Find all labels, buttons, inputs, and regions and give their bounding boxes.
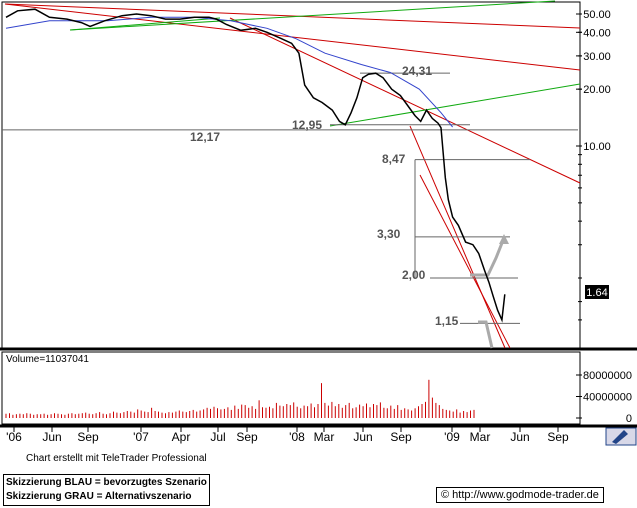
- pencil-icon: [612, 430, 628, 444]
- trendline: [419, 174, 511, 349]
- volume-label: Volume=11037041: [6, 354, 89, 365]
- legend-gray-scenario: Skizzierung GRAU = Alternativszenario: [6, 491, 192, 502]
- time-tick-label: Sep: [547, 430, 569, 444]
- level-label: 2,00: [402, 268, 426, 282]
- time-tick-label: Jun: [510, 430, 529, 444]
- trendline: [4, 3, 581, 29]
- time-tick-label: Mar: [470, 430, 491, 444]
- trendline: [69, 0, 556, 31]
- price-tick-label: 40.00: [583, 27, 611, 39]
- time-tick-label: '07: [133, 430, 149, 444]
- price-tick-label: 20.00: [583, 84, 611, 96]
- level-label: 12,17: [190, 130, 220, 144]
- level-label: 8,47: [382, 152, 406, 166]
- time-tick-label: Jul: [210, 430, 225, 444]
- level-label: 12,95: [292, 118, 322, 132]
- scenario-legend: Skizzierung BLAU = bevorzugtes Szenario …: [3, 474, 210, 506]
- price-tick-label: 30.00: [583, 51, 611, 63]
- legend-blue-scenario: Skizzierung BLAU = bevorzugtes Szenario: [6, 477, 207, 488]
- time-tick-label: '08: [289, 430, 305, 444]
- scenario-up-path: [470, 237, 506, 277]
- current-price-tag: 1.64: [585, 285, 609, 299]
- level-label: 24,31: [402, 64, 432, 78]
- time-tick-label: Jun: [42, 430, 61, 444]
- time-tick-label: Jun: [353, 430, 372, 444]
- scenario-arrow-icon: [499, 234, 509, 244]
- level-label: 1,15: [435, 314, 459, 328]
- price-line: [5, 8, 506, 323]
- trendline: [69, 17, 221, 31]
- volume-axis: 80000000 40000000 0: [576, 370, 632, 425]
- time-tick-label: '09: [444, 430, 460, 444]
- volume-bars: [5, 379, 475, 418]
- trendline: [229, 17, 581, 184]
- price-axis: 50.00 40.00 30.00 20.00 10.00: [576, 9, 611, 321]
- moving-average-line: [5, 16, 453, 128]
- volume-tick-label: 0: [626, 413, 632, 425]
- time-tick-label: '06: [6, 430, 22, 444]
- source-link[interactable]: © http://www.godmode-trader.de: [436, 487, 604, 503]
- navigator-button[interactable]: [605, 427, 637, 446]
- time-tick-label: Apr: [172, 430, 191, 444]
- trendline: [329, 83, 581, 127]
- time-tick-label: Sep: [236, 430, 258, 444]
- alternative-scenario-sketch: [470, 234, 509, 349]
- support-resistance-levels: 12,17 12,95 24,31 8,47 3,30 2,00 1,15: [2, 64, 578, 328]
- price-tick-label: 10.00: [583, 141, 611, 153]
- time-tick-label: Sep: [390, 430, 412, 444]
- chart-credit: Chart erstellt mit TeleTrader Profession…: [26, 453, 207, 464]
- price-tick-label: 50.00: [583, 9, 611, 21]
- current-price-box: [585, 285, 609, 299]
- time-tick-label: Mar: [314, 430, 335, 444]
- time-tick-label: Sep: [77, 430, 99, 444]
- volume-panel: [1, 351, 581, 425]
- volume-tick-label: 80000000: [583, 370, 632, 382]
- scenario-down-path: [478, 320, 494, 349]
- time-axis: '06 Jun Sep '07 Apr Jul Sep '08 Mar Jun Sep '09 Mar J…: [6, 427, 569, 444]
- level-label: 3,30: [377, 227, 401, 241]
- price-panel: [1, 1, 581, 349]
- current-price-value: 1.64: [586, 287, 607, 299]
- volume-tick-label: 40000000: [583, 392, 632, 404]
